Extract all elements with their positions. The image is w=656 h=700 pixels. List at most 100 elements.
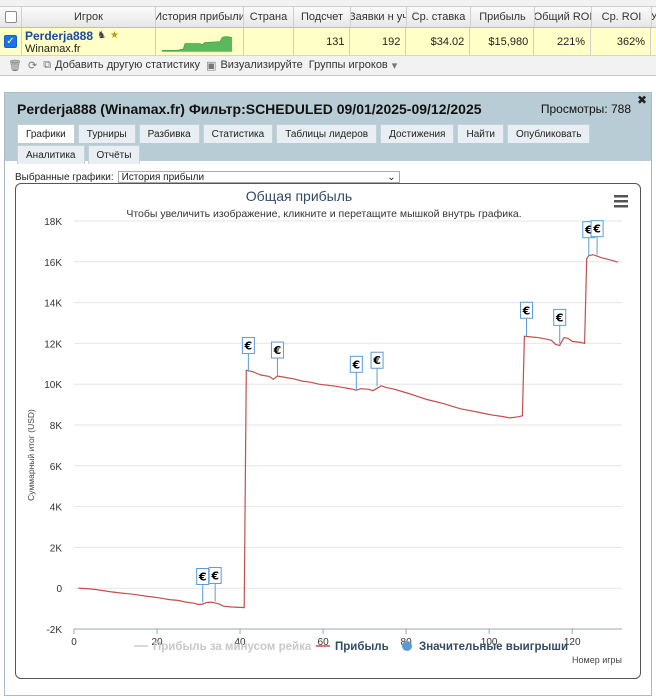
marker-flag bbox=[553, 308, 567, 326]
x-tick-label: 120 bbox=[564, 637, 581, 648]
x-tick-label: 20 bbox=[151, 637, 163, 648]
row-checkbox[interactable]: ✓ bbox=[0, 28, 22, 55]
tab-3[interactable]: Статистика bbox=[202, 124, 274, 143]
y-tick-label: 12K bbox=[44, 339, 62, 350]
marker-label: € bbox=[522, 304, 531, 317]
header-entries[interactable]: Заявки н уч bbox=[351, 7, 407, 27]
chart-subtitle: Чтобы увеличить изображение, кликните и … bbox=[126, 208, 521, 220]
legend-item-label[interactable]: Прибыль за минусом рейка bbox=[153, 641, 312, 653]
legend-item-label[interactable]: Прибыль bbox=[335, 641, 389, 653]
marker-flag bbox=[349, 355, 363, 373]
trash-icon[interactable]: 🗑 bbox=[8, 59, 22, 72]
tab-7[interactable]: Опубликовать bbox=[507, 124, 591, 143]
chart-title: Общая прибыль bbox=[246, 188, 352, 204]
profile-icon[interactable]: ♞ bbox=[97, 30, 106, 41]
avg-stake-cell: $34.02 bbox=[406, 28, 471, 55]
tab-2[interactable]: Разбивка bbox=[138, 124, 200, 143]
header-count[interactable]: Подсчет bbox=[294, 7, 351, 27]
y-tick-label: 0 bbox=[56, 584, 62, 595]
country-cell bbox=[244, 28, 294, 55]
select-all-checkbox[interactable] bbox=[0, 7, 22, 27]
y-tick-label: 2K bbox=[50, 543, 63, 554]
avg-roi-cell: 362% bbox=[591, 28, 651, 55]
marker-label: € bbox=[584, 224, 593, 237]
extra-cell: 9 bbox=[651, 28, 656, 55]
header-avg-roi[interactable]: Ср. ROI bbox=[592, 7, 652, 27]
y-tick-label: 10K bbox=[44, 380, 62, 391]
marker-flag bbox=[270, 341, 284, 359]
tab-5[interactable]: Достижения bbox=[380, 124, 455, 143]
add-stats-label: Добавить другую статистику bbox=[55, 59, 201, 71]
selected-charts-label: Выбранные графики: bbox=[15, 171, 114, 183]
header-avg-stake[interactable]: Ср. ставка bbox=[407, 7, 471, 27]
header-total-roi[interactable]: Общий ROI bbox=[535, 7, 592, 27]
profit-history-sparkline bbox=[156, 28, 244, 55]
profit-chart-container[interactable]: -2K02K4K6K8K10K12K14K16K18K0204060801001… bbox=[15, 183, 641, 679]
marker-label: € bbox=[592, 223, 601, 236]
header-country[interactable]: Страна bbox=[244, 7, 294, 27]
total-roi-cell: 221% bbox=[534, 28, 592, 55]
marker-label: € bbox=[244, 340, 253, 353]
player-name-link[interactable]: Perderja888 bbox=[24, 28, 94, 43]
table-row[interactable]: ✓ Perderja888 ♞ ★ Winamax.fr 131 192 $34… bbox=[0, 28, 656, 56]
marker-label: € bbox=[210, 569, 219, 582]
player-groups-dropdown[interactable]: Группы игроков ▾ bbox=[309, 59, 398, 72]
profit-chart[interactable]: -2K02K4K6K8K10K12K14K16K18K0204060801001… bbox=[16, 184, 642, 680]
tab-8[interactable]: Аналитика bbox=[17, 145, 85, 164]
visualize-button[interactable]: ▣ Визуализируйте bbox=[206, 59, 303, 72]
marker-label: € bbox=[273, 344, 282, 357]
sparkline-chart bbox=[161, 35, 232, 52]
y-tick-label: 4K bbox=[50, 503, 63, 514]
marker-flag bbox=[370, 351, 384, 369]
chevron-down-icon: ▾ bbox=[391, 59, 398, 72]
header-history[interactable]: История прибыли bbox=[156, 7, 244, 27]
header-player[interactable]: Игрок bbox=[22, 7, 156, 27]
x-tick-label: 60 bbox=[318, 637, 330, 648]
legend-swatch bbox=[402, 641, 412, 651]
marker-flag bbox=[520, 301, 534, 319]
header-profit[interactable]: Прибыль bbox=[471, 7, 535, 27]
x-tick-label: 100 bbox=[481, 637, 498, 648]
add-stats-button[interactable]: ⧉ Добавить другую статистику bbox=[43, 59, 200, 72]
grid-toolbar: 🗑 ⟳ ⧉ Добавить другую статистику ▣ Визуа… bbox=[0, 56, 656, 74]
chart-select[interactable]: История прибыли ⌄ bbox=[117, 171, 400, 183]
tab-0[interactable]: Графики bbox=[17, 124, 75, 143]
trophy-icon[interactable]: ★ bbox=[110, 30, 119, 41]
hamburger-icon-bar[interactable] bbox=[614, 195, 628, 198]
x-tick-label: 40 bbox=[234, 637, 246, 648]
count-cell: 131 bbox=[294, 28, 351, 55]
header-extra[interactable]: У bbox=[652, 11, 656, 23]
marker-label: € bbox=[351, 358, 360, 371]
close-icon[interactable]: ✖ bbox=[636, 93, 647, 107]
tab-9[interactable]: Отчёты bbox=[87, 145, 141, 164]
visualize-label: Визуализируйте bbox=[220, 59, 303, 71]
legend-item-label[interactable]: Значительные выигрыши bbox=[419, 641, 568, 653]
y-tick-label: 8K bbox=[50, 421, 63, 432]
marker-flag bbox=[590, 220, 604, 238]
chart-select-value: История прибыли bbox=[121, 171, 205, 183]
grid-header-row: Игрок История прибыли Страна Подсчет Зая… bbox=[0, 6, 656, 28]
image-icon: ▣ bbox=[206, 59, 217, 72]
tab-1[interactable]: Турниры bbox=[77, 124, 136, 143]
marker-flag bbox=[208, 566, 222, 584]
x-tick-label: 0 bbox=[71, 637, 77, 648]
x-axis-title: Номер игры bbox=[572, 655, 622, 665]
refresh-icon[interactable]: ⟳ bbox=[27, 59, 38, 72]
y-tick-label: 6K bbox=[50, 462, 63, 473]
entries-cell: 192 bbox=[350, 28, 407, 55]
hamburger-icon-bar[interactable] bbox=[614, 205, 628, 208]
marker-flag bbox=[241, 337, 255, 355]
tab-6[interactable]: Найти bbox=[457, 124, 505, 143]
player-details-dialog: Perderja888 (Winamax.fr) Фильтр:SCHEDULE… bbox=[4, 92, 652, 696]
y-tick-label: -2K bbox=[46, 625, 62, 636]
y-tick-label: 14K bbox=[44, 299, 62, 310]
dialog-tabs: Графики Турниры Разбивка Статистика Таблицы … bbox=[17, 124, 637, 166]
dialog-title: Perderja888 (Winamax.fr) Фильтр:SCHEDULE… bbox=[17, 101, 482, 117]
chart-selector-row: Выбранные графики: История прибыли ⌄ bbox=[15, 171, 400, 183]
hamburger-icon-bar[interactable] bbox=[614, 200, 628, 203]
tab-4[interactable]: Таблицы лидеров bbox=[276, 124, 378, 143]
players-grid: Игрок История прибыли Страна Подсчет Зая… bbox=[0, 0, 656, 76]
player-site: Winamax.fr bbox=[24, 42, 81, 55]
profit-cell: $15,980 bbox=[470, 28, 535, 55]
series-line-profit bbox=[78, 254, 618, 609]
